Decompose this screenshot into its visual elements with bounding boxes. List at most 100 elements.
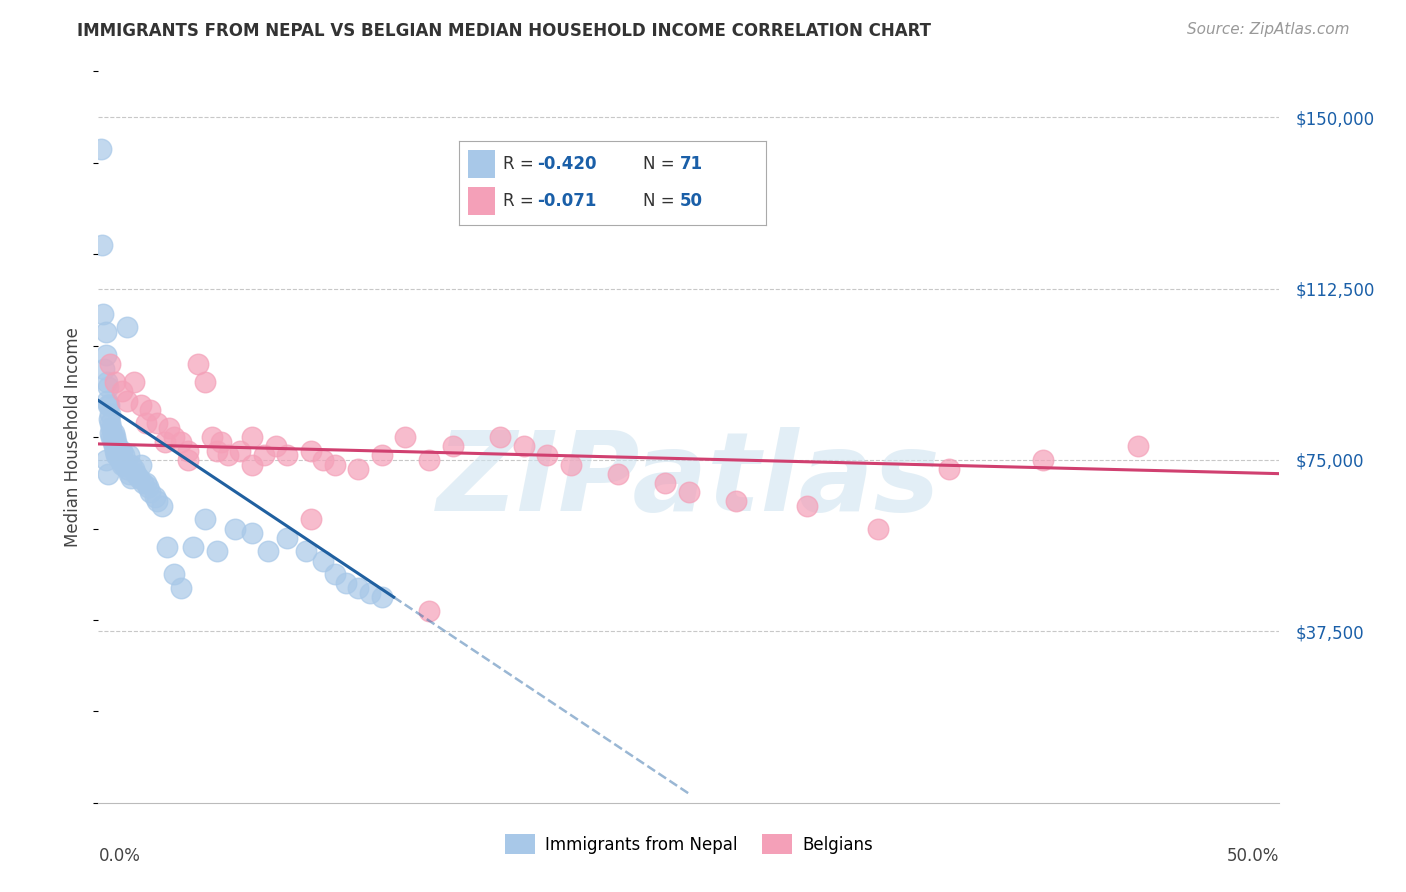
Point [146, 494, 169, 508]
Point [100, 421, 122, 435]
Point [347, 462, 370, 476]
Point [181, 540, 204, 554]
Point [170, 434, 193, 449]
Point [441, 439, 464, 453]
Point [512, 439, 534, 453]
Text: ZIPatlas: ZIPatlas [437, 427, 941, 534]
Point [90, 142, 112, 156]
Point [347, 581, 370, 595]
Point [418, 604, 440, 618]
Point [866, 521, 889, 535]
Point [101, 434, 124, 449]
Point [295, 544, 318, 558]
Point [98, 417, 121, 431]
Point [938, 462, 960, 476]
Point [136, 480, 159, 494]
Point [118, 448, 141, 462]
Point [115, 393, 138, 408]
Point [607, 467, 630, 481]
Point [323, 567, 346, 582]
Point [139, 484, 162, 499]
Text: 0.0%: 0.0% [98, 847, 141, 864]
Point [187, 357, 209, 371]
Point [115, 462, 138, 476]
Point [104, 375, 127, 389]
Point [276, 448, 298, 462]
Point [121, 458, 143, 472]
Point [205, 544, 228, 558]
Point [312, 553, 335, 567]
Point [129, 458, 152, 472]
Point [163, 430, 186, 444]
Point [240, 526, 263, 541]
Point [112, 448, 135, 462]
Text: 50.0%: 50.0% [1227, 847, 1279, 864]
Point [108, 443, 131, 458]
Point [104, 443, 127, 458]
Legend: Immigrants from Nepal, Belgians: Immigrants from Nepal, Belgians [498, 828, 880, 860]
Text: Source: ZipAtlas.com: Source: ZipAtlas.com [1187, 22, 1350, 37]
Point [678, 484, 700, 499]
Point [139, 402, 162, 417]
Point [264, 439, 287, 453]
Point [153, 434, 176, 449]
Point [323, 458, 346, 472]
Point [105, 448, 128, 462]
Point [98, 357, 121, 371]
Point [240, 458, 263, 472]
Point [163, 567, 186, 582]
Point [132, 475, 155, 490]
Point [150, 499, 173, 513]
Point [98, 425, 121, 440]
Point [103, 425, 125, 440]
Point [156, 540, 179, 554]
Point [654, 475, 676, 490]
Point [93, 361, 115, 376]
Point [205, 443, 228, 458]
Point [201, 430, 224, 444]
Point [94, 453, 117, 467]
Point [107, 443, 129, 458]
Point [103, 439, 125, 453]
Point [240, 430, 263, 444]
Point [299, 443, 322, 458]
Point [111, 384, 134, 399]
Point [118, 467, 141, 481]
Point [112, 458, 135, 472]
Point [97, 380, 120, 394]
Point [312, 453, 335, 467]
Point [143, 490, 166, 504]
Point [209, 434, 232, 449]
Point [94, 348, 117, 362]
Point [129, 398, 152, 412]
Point [122, 462, 145, 476]
Point [560, 458, 582, 472]
Point [1126, 439, 1149, 453]
Point [371, 448, 394, 462]
Point [97, 398, 120, 412]
Point [98, 411, 121, 425]
Point [217, 448, 239, 462]
Point [125, 467, 148, 481]
Point [418, 453, 440, 467]
Point [111, 458, 134, 472]
Point [91, 307, 114, 321]
Point [194, 375, 217, 389]
Point [96, 393, 118, 408]
Point [98, 398, 121, 412]
Point [177, 443, 200, 458]
Point [224, 521, 246, 535]
Point [157, 421, 180, 435]
Point [276, 531, 298, 545]
Point [170, 581, 193, 595]
Point [122, 375, 145, 389]
Point [101, 430, 124, 444]
Point [146, 417, 169, 431]
Point [111, 443, 134, 458]
Point [108, 453, 131, 467]
Y-axis label: Median Household Income: Median Household Income [65, 327, 83, 547]
Point [725, 494, 748, 508]
Point [135, 475, 157, 490]
Point [253, 448, 276, 462]
Point [121, 471, 143, 485]
